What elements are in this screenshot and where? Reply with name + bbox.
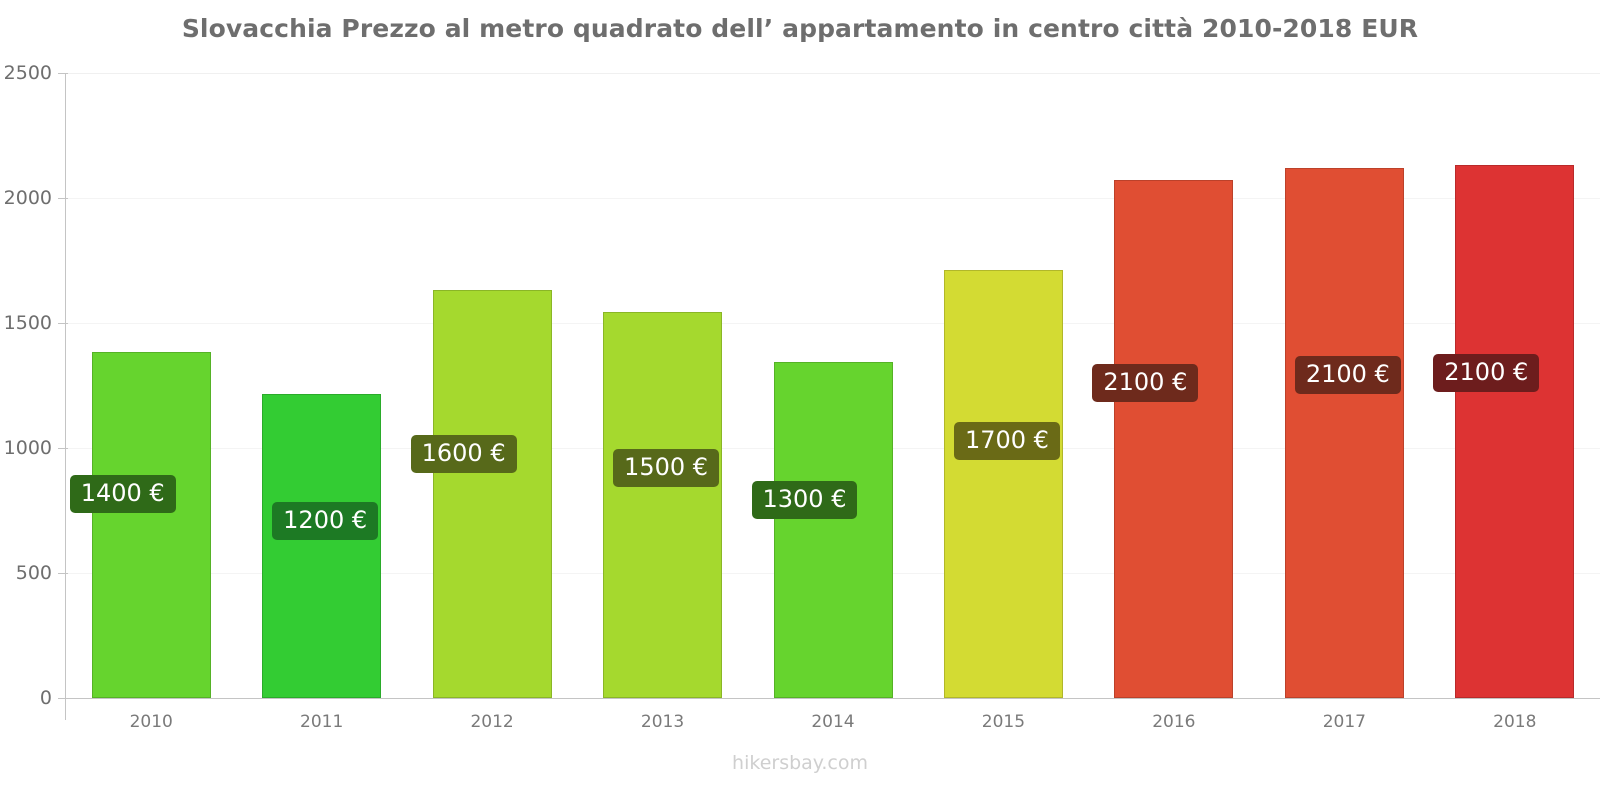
x-axis-label: 2013 <box>640 712 685 732</box>
y-axis-line <box>65 73 66 699</box>
chart-title: Slovacchia Prezzo al metro quadrato dell… <box>181 14 1419 43</box>
x-axis-line <box>66 698 1600 699</box>
bar-value-label: 1700 € <box>953 421 1060 460</box>
x-axis-label: 2014 <box>811 712 855 732</box>
bar[interactable] <box>603 312 723 698</box>
y-axis-tick <box>58 448 68 449</box>
y-axis-label: 500 <box>15 562 52 584</box>
y-axis-tick <box>58 73 68 74</box>
y-axis-tick <box>58 323 68 324</box>
bar-value-label: 1200 € <box>272 501 379 540</box>
gridline <box>66 198 1600 199</box>
bar-value-label: 2100 € <box>1294 356 1401 395</box>
bar[interactable] <box>262 394 382 698</box>
y-axis-label: 0 <box>39 687 52 709</box>
x-axis-label: 2018 <box>1493 712 1537 732</box>
bar[interactable] <box>773 362 893 698</box>
x-axis-label: 2010 <box>129 712 173 732</box>
bar[interactable] <box>943 270 1063 698</box>
y-axis-label: 2000 <box>3 187 52 209</box>
y-axis-tick <box>58 698 68 699</box>
bar-value-label: 2100 € <box>1433 354 1540 393</box>
y-axis-label: 1000 <box>3 437 52 459</box>
plot-area: 1400 € 1200 € 1600 € 1500 € 1300 € 1700 € 2100… <box>66 73 1600 698</box>
bar-value-label: 2100 € <box>1092 363 1199 402</box>
bar-value-label: 1500 € <box>613 449 720 488</box>
bar[interactable] <box>1284 168 1404 698</box>
bar-value-label: 1600 € <box>410 434 517 473</box>
x-axis-label: 2011 <box>300 712 344 732</box>
bar[interactable] <box>1114 180 1234 698</box>
bar[interactable] <box>1455 165 1575 698</box>
bar-value-label: 1300 € <box>751 481 858 520</box>
footer-credit: hikersbay.com <box>732 752 868 774</box>
x-axis-label: 2012 <box>470 712 514 732</box>
x-axis-label: 2015 <box>981 712 1026 732</box>
y-axis-label: 1500 <box>3 312 52 334</box>
x-axis-label: 2017 <box>1322 712 1366 732</box>
bar[interactable] <box>91 351 211 698</box>
y-axis-tick <box>58 573 68 574</box>
bar[interactable] <box>432 290 552 698</box>
y-axis-stub <box>65 698 66 720</box>
bar-value-label: 1400 € <box>69 474 176 513</box>
gridline <box>66 73 1600 74</box>
y-axis-tick <box>58 198 68 199</box>
y-axis-label: 2500 <box>3 62 52 84</box>
gridline <box>66 323 1600 324</box>
x-axis-label: 2016 <box>1152 712 1196 732</box>
